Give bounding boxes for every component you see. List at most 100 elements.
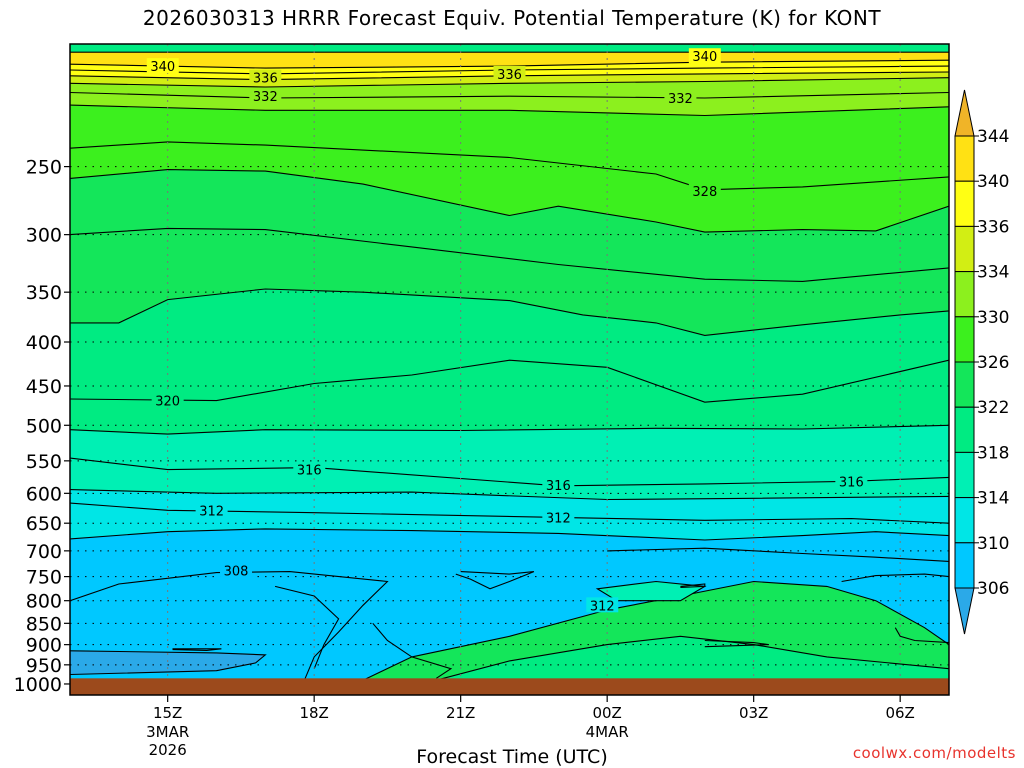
x-tick-sublabel: 3MAR	[146, 723, 189, 741]
contour-label-bg	[688, 48, 721, 64]
y-tick-label: 750	[26, 567, 62, 589]
chart-title: 2026030313 HRRR Forecast Equiv. Potentia…	[142, 6, 882, 30]
colorbar-segment	[954, 451, 975, 499]
contour-label-bg	[664, 89, 697, 105]
x-tick-label: 00Z	[592, 704, 621, 722]
ground-surface	[70, 678, 949, 695]
color-bands	[70, 51, 949, 695]
contour-line	[70, 650, 267, 676]
y-tick-label: 650	[26, 513, 62, 535]
contour-label: 312	[590, 599, 615, 614]
y-tick-label: 600	[26, 483, 62, 505]
contour-label-bg	[146, 58, 179, 74]
contour-label-bg	[249, 88, 282, 104]
contour-label-bg	[293, 461, 326, 477]
contour-label-bg	[195, 502, 228, 518]
x-tick-label: 18Z	[299, 704, 328, 722]
contour-label: 336	[497, 68, 522, 83]
x-tick-sublabel: 2026	[149, 741, 187, 759]
y-tick-label: 550	[26, 451, 62, 473]
contour-line	[680, 583, 706, 588]
colorbar-bottom-arrow	[954, 587, 975, 635]
contour-label: 340	[692, 50, 717, 65]
x-tick-label: 21Z	[446, 704, 475, 722]
contour-line	[455, 571, 535, 590]
contour-label: 316	[839, 475, 864, 490]
contour-label: 328	[692, 185, 717, 200]
contour-line	[70, 528, 949, 541]
contour-label: 332	[253, 90, 278, 105]
y-tick-label: 400	[26, 332, 62, 354]
contour-label: 316	[297, 464, 322, 479]
plot-frame	[69, 43, 950, 696]
contour-line	[70, 227, 949, 282]
contour-line	[70, 91, 949, 99]
plot-area: 340 340 336 336 332 332 328 320 316 316 316 312 312 3…	[70, 44, 949, 695]
colorbar-label: 344	[977, 127, 1009, 147]
y-axis: 2503003504004505005506006507007508008509…	[14, 157, 70, 696]
contour-label-bg	[542, 509, 575, 525]
contour-label-bg	[835, 473, 868, 489]
contour-label-bg	[493, 65, 526, 81]
colorbar-segment	[954, 135, 975, 182]
contour-label: 336	[253, 72, 278, 87]
x-tick-sublabel: 4MAR	[586, 723, 629, 741]
colorbar-label: 340	[977, 172, 1009, 192]
contour-line	[70, 141, 949, 191]
colorbar-label: 306	[977, 579, 1009, 599]
contour-label-bg	[151, 392, 184, 408]
contour-line	[70, 288, 949, 336]
contour-line	[607, 547, 949, 562]
colorbar-segment	[954, 406, 975, 453]
contour-line	[70, 104, 949, 117]
colorbar-segment	[954, 180, 975, 227]
contour-label-bg	[688, 183, 721, 199]
contour-line	[172, 648, 222, 651]
contour-line	[70, 489, 949, 501]
colorbar-label: 322	[977, 398, 1009, 418]
y-tick-label: 850	[26, 613, 62, 635]
colorbar-segment	[954, 361, 975, 408]
colorbar-segment	[954, 271, 975, 318]
contour-line	[274, 585, 340, 669]
contour-label: 340	[150, 60, 175, 75]
contour-line	[372, 622, 453, 679]
x-tick-label: 03Z	[739, 704, 768, 722]
colorbar-segment	[954, 497, 975, 544]
contour-labels: 340 340 336 336 332 332 328 320 316 316 316 312 312 3…	[146, 48, 868, 614]
y-tick-label: 700	[26, 541, 62, 563]
x-axis-title: Forecast Time (UTC)	[416, 746, 608, 768]
colorbar-label: 314	[977, 489, 1009, 509]
y-tick-label: 350	[26, 282, 62, 304]
contour-label: 320	[155, 395, 180, 410]
contour-lines	[172, 547, 949, 681]
contour-label-bg	[220, 562, 253, 578]
contour-line	[894, 627, 949, 644]
colorbar-segment	[954, 542, 975, 589]
x-tick-label: 06Z	[885, 704, 914, 722]
colorbar-label: 318	[977, 443, 1009, 463]
color-band	[70, 650, 266, 695]
contour-label-bg	[249, 69, 282, 85]
colorbar-label: 334	[977, 263, 1009, 283]
y-tick-label: 450	[26, 376, 62, 398]
contour-label-bg	[586, 597, 619, 613]
contour-line	[70, 77, 949, 88]
y-tick-label: 950	[26, 655, 62, 677]
colorbar-label: 310	[977, 534, 1009, 554]
colorbar-label: 330	[977, 308, 1009, 328]
contour-label: 316	[546, 479, 571, 494]
colorbar-top-arrow	[954, 89, 975, 137]
contour-line	[704, 639, 769, 648]
contour-line	[841, 573, 949, 583]
contour-label: 308	[224, 565, 249, 580]
contour-label: 312	[199, 504, 224, 519]
colorbar-label: 336	[977, 217, 1009, 237]
y-tick-label: 1000	[14, 674, 62, 696]
y-tick-label: 250	[26, 157, 62, 179]
colorbar: 344 340 336 334 330 326 322 318 314 310 306	[954, 89, 1009, 635]
contour-label: 332	[668, 92, 693, 107]
credit-text: coolwx.com/modelts	[852, 744, 1016, 762]
